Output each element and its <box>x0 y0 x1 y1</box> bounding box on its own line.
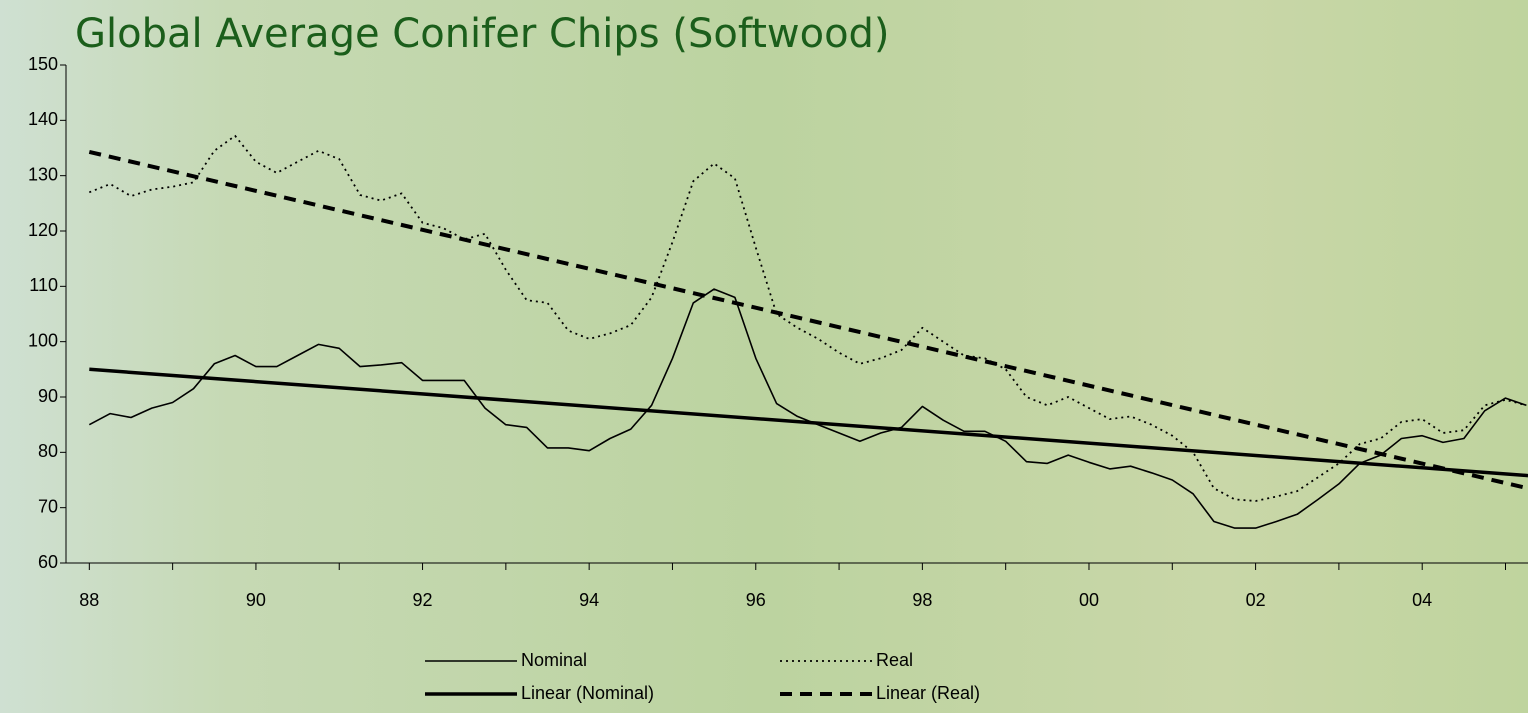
y-tick-label: 110 <box>29 275 58 295</box>
y-tick-label: 60 <box>38 552 58 572</box>
series-line <box>88 288 1527 529</box>
legend-label: Linear (Real) <box>876 683 980 703</box>
legend-label: Nominal <box>521 650 587 670</box>
series-line <box>88 134 1527 502</box>
legend-label: Linear (Nominal) <box>521 683 654 703</box>
x-tick-label: 88 <box>79 590 99 610</box>
x-tick-label: 94 <box>579 590 599 610</box>
y-tick-label: 90 <box>38 386 58 406</box>
x-tick-label: 02 <box>1246 590 1266 610</box>
chart-title: Global Average Conifer Chips (Softwood) <box>75 11 890 57</box>
series-line <box>89 367 1528 478</box>
y-tick-label: 140 <box>28 109 58 129</box>
y-tick-label: 130 <box>28 164 58 184</box>
y-tick-label: 70 <box>38 496 58 516</box>
x-tick-label: 04 <box>1412 590 1432 610</box>
x-tick-label: 90 <box>246 590 266 610</box>
x-tick-label: 96 <box>746 590 766 610</box>
x-tick-label: 00 <box>1079 590 1099 610</box>
legend-label: Real <box>876 650 913 670</box>
x-tick-label: 92 <box>413 590 433 610</box>
series-line <box>88 149 1528 491</box>
y-tick-label: 80 <box>38 441 58 461</box>
x-tick-label: 98 <box>912 590 932 610</box>
y-tick-label: 150 <box>28 54 58 74</box>
y-tick-label: 120 <box>28 220 58 240</box>
y-tick-label: 100 <box>28 330 58 350</box>
